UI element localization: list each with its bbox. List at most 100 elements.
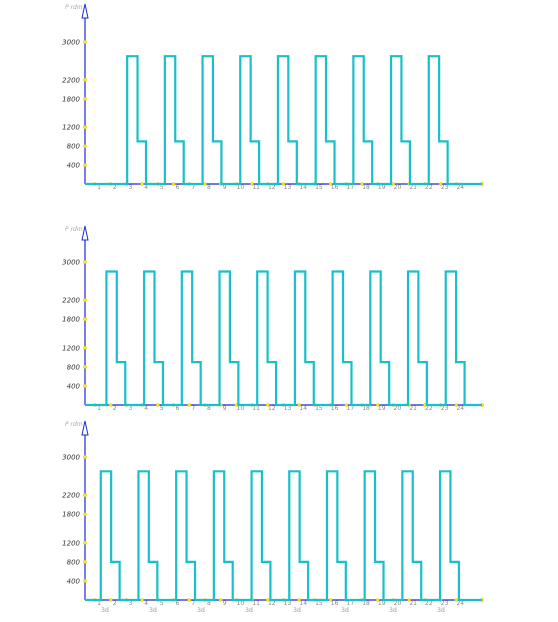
x-tick-marker	[328, 182, 333, 186]
x-tick-label: 19	[378, 405, 386, 412]
pulse-mark	[144, 272, 154, 405]
x-tick-label: 18	[362, 600, 370, 607]
pulse-mark	[353, 56, 363, 184]
y-tick-marker	[83, 144, 87, 148]
x-tick-label: 11	[252, 600, 260, 607]
x-tick-label: 12	[268, 184, 276, 191]
pulse-mark	[429, 56, 439, 184]
y-tick-marker	[83, 40, 87, 44]
x-tick-marker	[454, 598, 458, 602]
x-tick-label: 4	[144, 600, 148, 607]
x-tick-label: 18	[362, 184, 370, 191]
y-tick-label: 3000	[62, 454, 80, 462]
x-tick-label: 13	[284, 184, 292, 191]
x-tick-marker	[438, 182, 443, 186]
x-tick-marker	[171, 182, 176, 186]
pulse-mark	[203, 56, 213, 184]
pulse-mark	[252, 471, 262, 600]
x-tick-label: 19	[378, 600, 386, 607]
pulse-mark	[446, 272, 456, 405]
x-tick-label: 3	[129, 184, 133, 191]
y-tick-label: 3000	[62, 259, 80, 267]
pulse-mark	[370, 272, 380, 405]
y-tick-marker	[83, 384, 87, 388]
pulse-mark	[165, 56, 175, 184]
y-tick-marker	[83, 345, 87, 350]
y-tick-label: 2200	[62, 492, 80, 500]
x-tick-label: 7	[191, 184, 195, 191]
x-tick-marker	[297, 403, 301, 407]
x-tick-label: 22	[425, 184, 433, 191]
x-tick-label: 9	[223, 184, 227, 191]
x-subtick-label: 3d	[437, 607, 445, 614]
pulse-mark	[408, 272, 418, 405]
pulse-mark	[391, 56, 401, 184]
y-axis-arrow-icon	[81, 225, 89, 241]
x-tick-marker	[407, 598, 411, 602]
x-tick-marker	[281, 182, 286, 186]
x-tick-label: 22	[425, 405, 433, 412]
x-tick-label: 13	[284, 405, 292, 412]
x-tick-label: 9	[223, 600, 227, 607]
pulse-mark	[316, 56, 326, 184]
x-tick-marker	[266, 598, 270, 602]
x-tick-label: 15	[315, 405, 323, 412]
y-tick-marker	[83, 512, 87, 517]
x-tick-label: 19	[378, 184, 386, 191]
pulse-mark	[101, 471, 111, 600]
y-tick-label: 800	[67, 558, 81, 566]
y-tick-marker	[83, 579, 87, 583]
x-tick-label: 8	[207, 184, 211, 191]
y-tick-label: 1800	[62, 316, 80, 324]
y-tick-label: 1800	[62, 95, 80, 103]
x-tick-label: 10	[237, 600, 245, 607]
x-tick-label: 14	[299, 184, 307, 191]
x-tick-label: 23	[441, 184, 449, 191]
x-tick-label: 22	[425, 600, 433, 607]
y-axis-arrow-icon	[81, 420, 89, 436]
x-tick-label: 20	[394, 184, 402, 191]
y-tick-label: 800	[67, 143, 81, 151]
y-tick-marker	[83, 97, 87, 101]
y-tick-label: 400	[67, 382, 81, 390]
y-tick-label: 1200	[62, 344, 80, 352]
x-tick-label: 24	[456, 600, 464, 607]
y-tick-label: 400	[67, 162, 81, 170]
x-tick-label: 21	[409, 600, 417, 607]
x-tick-label: 3	[129, 600, 133, 607]
pulse-mark	[278, 56, 288, 184]
x-tick-marker	[140, 182, 144, 186]
y-tick-marker	[83, 125, 87, 129]
pulse-mark	[214, 471, 224, 600]
y-tick-marker	[83, 317, 87, 322]
y-tick-marker	[83, 163, 87, 167]
x-tick-label: 5	[160, 600, 164, 607]
y-tick-marker	[83, 560, 87, 564]
pulse-series-line	[85, 270, 482, 407]
x-tick-label: 12	[268, 600, 276, 607]
y-tick-label: 1800	[62, 511, 80, 519]
x-tick-label: 1	[97, 600, 101, 607]
x-tick-marker	[360, 182, 364, 186]
pulse-mark	[327, 471, 337, 600]
pulse-mark	[182, 272, 192, 405]
y-unit-label: P rdm	[65, 421, 83, 428]
x-tick-marker	[266, 403, 270, 407]
y-axis-arrow-icon	[81, 3, 89, 19]
x-tick-marker	[218, 598, 223, 602]
x-tick-label: 2	[113, 184, 117, 191]
x-tick-label: 11	[252, 184, 260, 191]
x-tick-label: 3	[129, 405, 133, 412]
x-tick-marker	[140, 598, 144, 602]
x-subtick-label: 3d	[389, 607, 397, 614]
x-tick-label: 4	[144, 184, 148, 191]
x-subtick-label: 3d	[293, 607, 301, 614]
x-tick-label: 10	[237, 184, 245, 191]
x-tick-label: 16	[331, 405, 339, 412]
pulse-mark	[138, 471, 148, 600]
pulse-mark	[333, 272, 343, 405]
pulse-mark	[127, 56, 137, 184]
x-tick-label: 2	[113, 405, 117, 412]
pulse-series-line	[85, 470, 482, 602]
